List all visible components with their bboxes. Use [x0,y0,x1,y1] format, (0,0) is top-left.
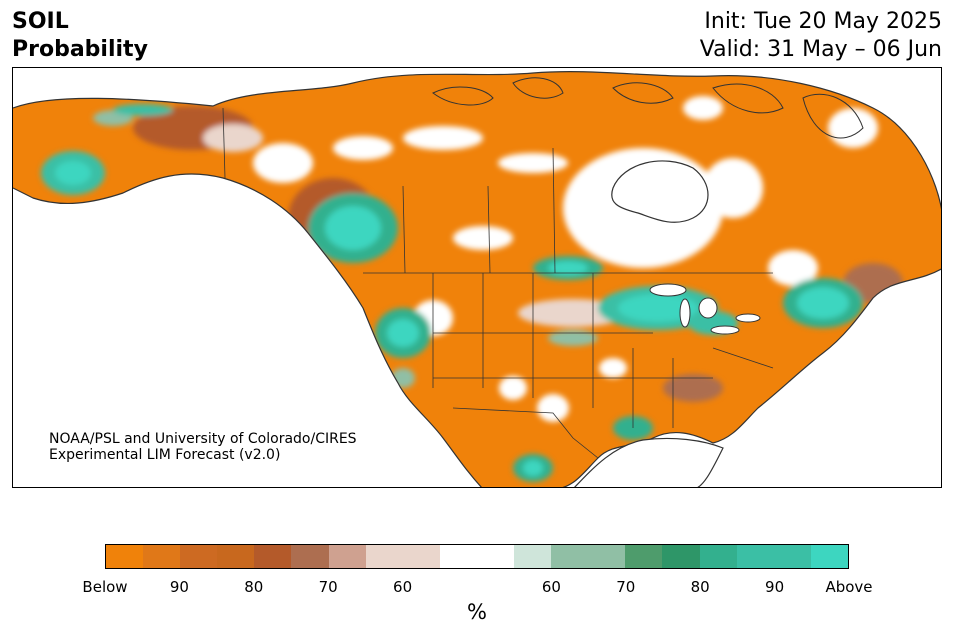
forecast-dates: Init: Tue 20 May 2025 Valid: 31 May – 06… [700,8,942,64]
colorbar-tick-label: 90 [169,578,189,596]
colorbar-segment [625,545,663,568]
forecast-map [12,67,942,488]
colorbar-tick-label: 80 [690,578,710,596]
colorbar-segment [736,545,774,568]
colorbar-segment [291,545,329,568]
valid-date: Valid: 31 May – 06 Jun [699,37,942,62]
colorbar-tick-label: 70 [318,578,338,596]
colorbar-segment [402,545,440,568]
colorbar-tick-label: 90 [765,578,785,596]
map-canvas [13,68,941,487]
colorbar-segment [551,545,589,568]
colorbar-segment [810,545,848,568]
colorbar-tick-label: 80 [244,578,264,596]
colorbar-tick-label: 60 [393,578,413,596]
credit-line-1: NOAA/PSL and University of Colorado/CIRE… [49,431,357,447]
colorbar-segment [180,545,218,568]
colorbar-segment [699,545,737,568]
colorbar-segment [328,545,366,568]
credit-line-2: Experimental LIM Forecast (v2.0) [49,447,281,463]
coastline [13,70,941,487]
title-variable: SOIL [12,9,69,34]
colorbar-tick-label: Above [825,578,873,596]
colorbar-segment [143,545,181,568]
colorbar-segment [476,545,515,568]
arctic-islands [432,77,864,139]
colorbar-segment [514,545,552,568]
title-type: Probability [12,37,148,62]
colorbar-segment [662,545,700,568]
credit-text: NOAA/PSL and University of Colorado/CIRE… [49,431,357,463]
colorbar-tick-label: 60 [541,578,561,596]
colorbar-units: % [467,600,487,624]
gulf-of-mexico [574,437,724,487]
colorbar-segment [254,545,292,568]
colorbar-tick-label: Below [82,578,128,596]
hudson-bay [611,160,709,223]
colorbar-segment [106,545,144,568]
colorbar-segment [773,545,811,568]
colorbar-segment [217,545,255,568]
map-title: SOIL Probability [12,8,148,64]
political-boundaries [222,107,774,459]
colorbar [105,544,849,569]
colorbar-segment [439,545,477,568]
colorbar-segment [588,545,626,568]
colorbar-tick-label: 70 [616,578,636,596]
great-lakes [649,283,761,335]
init-date: Init: Tue 20 May 2025 [704,9,942,34]
colorbar-segment [365,545,403,568]
